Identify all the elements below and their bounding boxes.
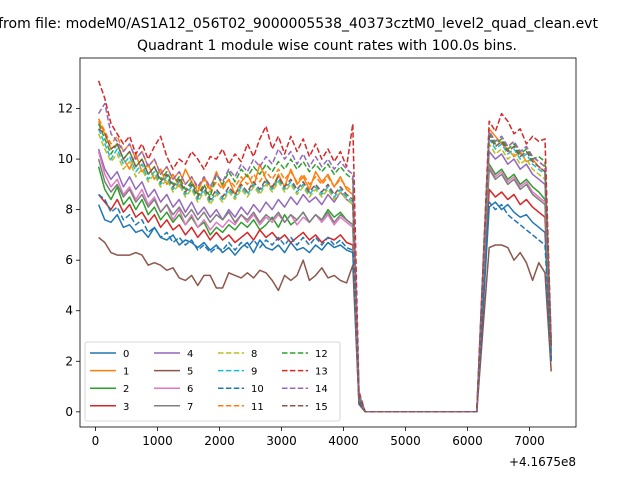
legend-label: 2 <box>123 384 129 395</box>
y-axis: 0 2 4 6 8 10 12 <box>58 102 80 419</box>
series-layer <box>97 80 552 413</box>
legend-label: 7 <box>187 402 193 413</box>
x-tick-label: 3000 <box>266 434 297 448</box>
series-line-15 <box>98 128 552 413</box>
legend-label: 13 <box>315 367 328 378</box>
y-tick-label: 6 <box>65 253 73 267</box>
legend-label: 15 <box>315 402 328 413</box>
series-line-10 <box>98 193 552 413</box>
x-offset-label: +4.1675e8 <box>509 455 576 469</box>
legend-label: 0 <box>123 349 129 360</box>
legend-frame <box>84 341 341 422</box>
legend-label: 12 <box>315 349 328 360</box>
series-line-3 <box>98 188 552 413</box>
y-tick-label: 4 <box>65 304 73 318</box>
x-tick-label: 0 <box>92 434 100 448</box>
legend-label: 3 <box>123 402 129 413</box>
y-tick-label: 8 <box>65 203 73 217</box>
y-tick-label: 2 <box>65 354 73 368</box>
figure-suptitle: Plots from file: modeM0/AS1A12_056T02_90… <box>0 16 598 32</box>
legend-label: 11 <box>251 402 264 413</box>
series-line-11 <box>97 118 552 413</box>
legend-label: 9 <box>251 367 257 378</box>
series-line-2 <box>97 163 552 413</box>
series-line-9 <box>97 128 552 413</box>
series-line-5 <box>98 236 552 413</box>
y-tick-label: 12 <box>58 102 73 116</box>
x-tick-label: 7000 <box>514 434 545 448</box>
legend-label: 14 <box>315 384 328 395</box>
x-tick-label: 5000 <box>390 434 421 448</box>
legend-label: 1 <box>123 367 129 378</box>
series-line-4 <box>97 148 552 413</box>
x-tick-label: 1000 <box>142 434 173 448</box>
legend-label: 5 <box>187 367 193 378</box>
legend-label: 6 <box>187 384 193 395</box>
series-line-7 <box>97 158 552 413</box>
series-line-14 <box>97 102 552 413</box>
chart-title: Quadrant 1 module wise count rates with … <box>137 38 517 54</box>
series-line-8 <box>97 133 552 413</box>
series-line-12 <box>97 123 552 413</box>
plot-area: 0 1000 2000 3000 4000 5000 6000 7000 024681012 … <box>58 57 577 469</box>
x-tick-label: 4000 <box>328 434 359 448</box>
plot-frame <box>79 57 577 428</box>
x-tick-label: 6000 <box>452 434 483 448</box>
legend-label: 4 <box>187 349 193 360</box>
x-axis: 0 1000 2000 3000 4000 5000 6000 7000 <box>92 427 545 448</box>
legend-label: 10 <box>251 384 264 395</box>
x-tick-label: 2000 <box>204 434 235 448</box>
y-tick-label: 10 <box>58 152 73 166</box>
legend-label: 8 <box>251 349 257 360</box>
y-tick-label: 0 <box>65 405 73 419</box>
